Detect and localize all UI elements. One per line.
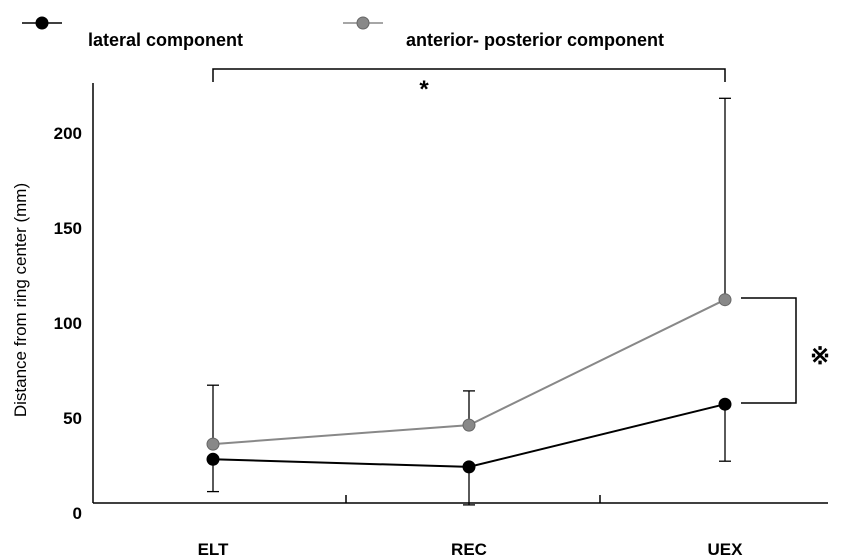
y-tick-label: 100 [54, 314, 82, 333]
x-tick-label: ELT [198, 540, 229, 558]
legend-label-ap: anterior‐ posterior component [406, 30, 664, 50]
x-tick-label: UEX [708, 540, 744, 558]
y-tick-label: 150 [54, 219, 82, 238]
y-tick-labels: 0 50 100 150 200 [54, 124, 82, 523]
significance-mark-top: * [419, 76, 429, 103]
y-tick-label: 50 [63, 409, 82, 428]
significance-mark-right: ※ [810, 343, 830, 370]
data-point-lateral [718, 397, 732, 411]
data-point-anterior-posterior [462, 418, 476, 432]
legend-marker-ap [356, 16, 370, 30]
data-point-anterior-posterior [206, 437, 220, 451]
y-tick-label: 0 [73, 504, 82, 523]
data-point-lateral [206, 452, 220, 466]
y-tick-label: 200 [54, 124, 82, 143]
data-points [206, 293, 732, 474]
axes [92, 83, 828, 504]
legend-label-lateral: lateral component [88, 30, 243, 50]
error-bars [207, 97, 731, 506]
data-point-anterior-posterior [718, 293, 732, 307]
series-lines [212, 298, 726, 468]
significance-bracket-top [212, 68, 726, 82]
annotations: * ※ [212, 68, 830, 404]
y-axis-label: Distance from ring center (mm) [11, 183, 30, 417]
legend: lateral component anterior‐ posterior co… [22, 16, 664, 50]
data-point-lateral [462, 460, 476, 474]
significance-bracket-right [741, 297, 797, 404]
x-tick-label: REC [451, 540, 487, 558]
x-tick-labels: ELT REC UEX [198, 540, 744, 558]
legend-marker-lateral [35, 16, 49, 30]
